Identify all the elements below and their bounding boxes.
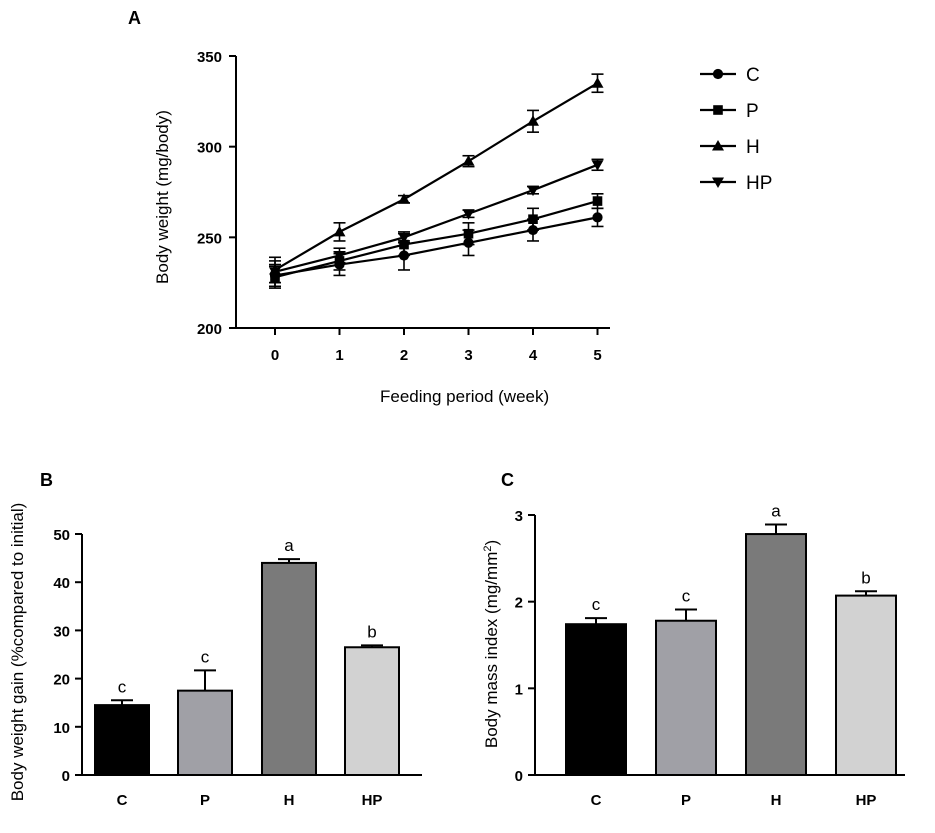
panel-b-y-tick-label: 40 (53, 575, 70, 592)
panel-b-bar-p (177, 689, 233, 777)
panel-a-x-tick-label: 3 (464, 347, 472, 364)
series-c-point (592, 212, 603, 223)
panel-c-bar-p (655, 619, 717, 776)
panel-c-y-tick-label: 0 (515, 768, 523, 785)
series-hp-point (462, 209, 475, 220)
panel-c-y-tick-label: 3 (515, 508, 523, 525)
series-hp (269, 158, 604, 284)
legend-label-h: H (746, 137, 760, 158)
series-h-point (591, 77, 604, 88)
series-hp-point (269, 267, 281, 278)
series-p-line (274, 200, 598, 279)
panel-b-y-tick-label: 0 (62, 768, 70, 785)
panel-c-y-tick-label: 2 (515, 595, 523, 612)
panel-c-y-tick-label: 1 (515, 681, 523, 698)
series-p-point (592, 196, 603, 206)
panel-a-x-tick-label: 0 (271, 347, 279, 364)
panel-c-x-tick-label-hp: HP (856, 792, 877, 809)
legend-label-c: C (746, 65, 760, 86)
panel-a-x-tick-label: 4 (529, 347, 538, 364)
panel-b-bar-hp (344, 646, 400, 777)
series-p-point (399, 239, 409, 250)
panel-b-significance-letter-c: c (118, 677, 127, 696)
panel-c-significance-letter-c: c (592, 595, 601, 614)
panel-c-significance-letter-p: c (682, 586, 691, 605)
legend-item-p: P (700, 101, 759, 122)
series-hp-point (398, 232, 410, 244)
panel-c-bar-h (745, 533, 807, 776)
panel-a-legend: CPH HP (700, 65, 772, 194)
panel-b-x-tick-label-hp: HP (362, 792, 383, 809)
panel-b-letter: B (40, 470, 53, 490)
panel-b-y-tick-label: 20 (53, 672, 70, 689)
series-c-line (274, 216, 598, 277)
panel-c-x-tick-label-p: P (681, 792, 691, 809)
panel-c-y-axis-label: Body mass index (mg/mm2) (482, 540, 501, 748)
legend-marker-square (713, 105, 723, 115)
legend-item-c: C (700, 65, 760, 86)
series-p (269, 193, 604, 289)
series-h-point (398, 193, 410, 204)
panel-c-significance-letter-hp: b (861, 568, 870, 587)
panel-c-y-axis-label-main: Body mass index (mg/mm (482, 552, 501, 749)
panel-c-x-tick-label-h: H (771, 792, 782, 809)
panel-a-y-tick-label: 350 (197, 49, 222, 66)
legend-marker-triangle-up (712, 140, 724, 151)
panel-c-y-axis-label-close: ) (482, 540, 501, 546)
series-h (269, 73, 604, 284)
panel-b-y-tick-label: 10 (53, 720, 70, 737)
panel-a-chart: A Feeding period (week) Body weight (mg/… (128, 8, 772, 406)
panel-b-x-tick-label-h: H (284, 792, 295, 809)
legend-item-h: H (700, 137, 760, 158)
panel-b-y-tick-label: 50 (53, 527, 70, 544)
panel-a-y-tick-label: 250 (197, 230, 222, 247)
series-hp-point (591, 160, 604, 171)
legend-marker-triangle-down (712, 177, 724, 188)
panel-b-significance-letter-hp: b (367, 622, 376, 641)
panel-a-y-tick-label: 200 (197, 321, 222, 338)
series-hp-line (274, 163, 598, 273)
panel-b-bar-h (261, 561, 317, 776)
panel-b-significance-letter-h: a (284, 536, 294, 555)
legend-label-hp: HP (746, 173, 772, 194)
panel-c-x-tick-label-c: C (591, 792, 602, 809)
panel-c-bar-c (565, 623, 627, 777)
series-p-point (463, 228, 474, 239)
series-h-point (333, 225, 346, 237)
panel-c-significance-letter-h: a (771, 502, 781, 521)
panel-b-chart: B Body weight gain (%compared to initial… (8, 470, 422, 809)
series-hp-point (333, 250, 346, 262)
series-c (269, 207, 604, 288)
panel-a-letter: A (128, 8, 141, 28)
panel-b-x-tick-label-c: C (117, 792, 128, 809)
panel-a-x-axis-label: Feeding period (week) (380, 387, 549, 406)
series-h-point (462, 155, 475, 166)
panel-b-significance-letter-p: c (201, 647, 210, 666)
panel-c-bar-hp (835, 594, 897, 776)
panel-a-y-tick-label: 300 (197, 140, 222, 157)
panel-c-letter: C (501, 470, 514, 490)
panel-b-bar-c (94, 704, 150, 776)
series-hp-point (527, 185, 539, 197)
panel-a-x-tick-label: 2 (400, 347, 408, 364)
panel-a-y-axis-label: Body weight (mg/body) (153, 110, 172, 284)
legend-marker-circle (712, 68, 724, 80)
legend-label-p: P (746, 101, 759, 122)
legend-item-hp: HP (700, 173, 772, 194)
panel-a-x-tick-label: 5 (593, 347, 601, 364)
series-h-line (274, 82, 599, 271)
panel-b-y-tick-label: 30 (53, 623, 70, 640)
series-p-point (528, 214, 538, 224)
panel-b-x-tick-label-p: P (200, 792, 210, 809)
series-h-point (527, 115, 539, 126)
panel-c-y-axis-label-sup: 2 (482, 546, 494, 552)
panel-b-y-axis-label: Body weight gain (%compared to initial) (8, 503, 27, 802)
panel-a-x-tick-label: 1 (335, 347, 343, 364)
